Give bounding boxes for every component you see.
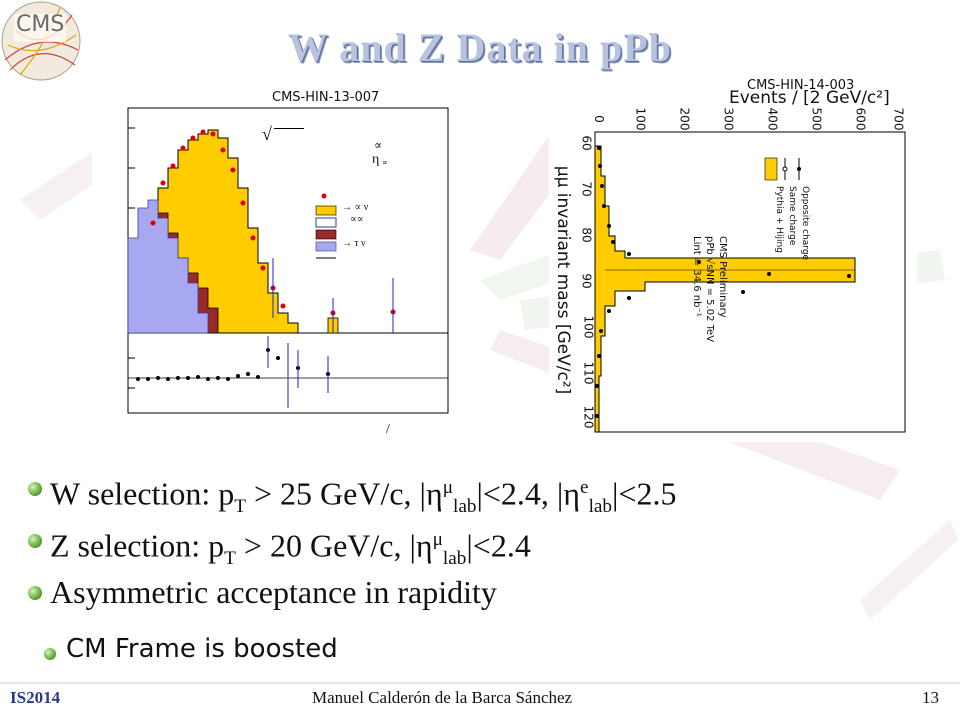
bullet-asymmetric: Asymmetric acceptance in rapidity <box>28 566 948 618</box>
xtick: 70 <box>579 181 594 197</box>
ratio-points <box>136 348 330 381</box>
xtick: 100 <box>581 315 596 339</box>
sqrt-bar <box>274 128 304 129</box>
footer-author: Manuel Calderón de la Barca Sánchez <box>312 688 573 707</box>
left-plot-label: CMS-HIN-13-007 <box>272 90 380 105</box>
right-legend <box>764 157 801 181</box>
right-plot-xlabel: μμ invariant mass [GeV/c²] <box>553 165 573 395</box>
left-plot-symbol-prop2: ∝ <box>382 158 388 167</box>
sub-bullet-text: CM Frame is boosted <box>66 634 338 664</box>
legend-same-charge: Same charge <box>787 186 797 246</box>
bullet-list: W selection: pT > 25 GeV/c, |ημlab|<2.4,… <box>28 462 948 618</box>
left-plot-symbol-eta: η <box>372 152 380 167</box>
right-yticks: 0 100 200 300 400 500 600 700 <box>591 108 906 132</box>
ytick: 400 <box>765 107 780 131</box>
z-data-points <box>595 146 851 418</box>
ytick: 100 <box>633 107 648 131</box>
bullet-text: W selection: pT > 25 GeV/c, |ημlab|<2.4,… <box>50 475 677 518</box>
bullet-icon <box>28 586 42 600</box>
ytick: 600 <box>853 107 868 131</box>
bullet-text: Asymmetric acceptance in rapidity <box>50 574 497 610</box>
cms-logo-text: CMS <box>16 12 65 37</box>
legend-pythia-hijing: Pythia + Hijing <box>774 186 784 253</box>
bullet-z-selection: Z selection: pT > 20 GeV/c, |ημlab|<2.4 <box>28 514 948 569</box>
ytick: 200 <box>677 107 692 131</box>
right-legend-text: CMS Preliminary pPb √sNN = 5.02 TeV Lint… <box>690 236 729 476</box>
right-legend-entries: Opposite charge Same charge Pythia + Hij… <box>772 186 811 260</box>
right-plot-canvas <box>594 131 906 433</box>
cms-logo-icon <box>1 1 81 81</box>
legend-lumi: Lint = 34.6 nb⁻¹ <box>691 236 702 317</box>
bullet-icon <box>28 534 42 548</box>
xtick: 110 <box>581 361 596 385</box>
footer-event: IS2014 <box>10 688 61 707</box>
left-plot-symbol-prop: ∝ <box>374 138 383 152</box>
sub-bullet-cm-frame: CM Frame is boosted <box>44 634 338 664</box>
legend-opposite-charge: Opposite charge <box>800 186 810 261</box>
ytick: 300 <box>721 107 736 131</box>
page-number: 13 <box>922 688 939 707</box>
bullet-icon <box>28 482 42 496</box>
ytick: 500 <box>809 107 824 131</box>
left-plot-canvas <box>127 107 449 414</box>
xtick: 80 <box>579 227 594 243</box>
slide-title: W and Z Data in pPb <box>288 25 672 70</box>
left-plot-sqrt-symbol: √ <box>262 124 272 144</box>
xtick: 120 <box>581 405 596 429</box>
legend-z-label: ∝∝ <box>350 214 364 225</box>
right-plot: CMS-HIN-14-003 Events / [2 GeV/c²] 0 100… <box>549 78 917 442</box>
legend-w-label: → ∝ ν <box>342 202 369 213</box>
bullet-text: Z selection: pT > 20 GeV/c, |ημlab|<2.4 <box>50 527 531 570</box>
legend-tau-label: → τ ν <box>342 238 366 249</box>
cms-logo: CMS <box>0 0 82 82</box>
left-axis-fragment: / <box>386 422 390 437</box>
xtick: 60 <box>579 135 594 151</box>
right-xticks: 60 70 80 90 100 110 120 <box>579 132 596 432</box>
ytick: 700 <box>891 107 906 131</box>
right-plot-ylabel: Events / [2 GeV/c²] <box>729 88 890 108</box>
legend-energy: pPb √sNN = 5.02 TeV <box>704 236 715 343</box>
bullet-w-selection: W selection: pT > 25 GeV/c, |ημlab|<2.4,… <box>28 462 948 517</box>
ytick: 0 <box>591 115 606 123</box>
left-plot: CMS-HIN-13-007 <box>92 88 462 440</box>
tau-histogram <box>127 199 209 334</box>
xtick: 90 <box>579 273 594 289</box>
left-legend <box>315 193 337 259</box>
legend-experiment: CMS Preliminary <box>717 236 728 318</box>
right-plot-label: CMS-HIN-14-003 <box>747 78 855 93</box>
bullet-icon <box>44 648 56 660</box>
